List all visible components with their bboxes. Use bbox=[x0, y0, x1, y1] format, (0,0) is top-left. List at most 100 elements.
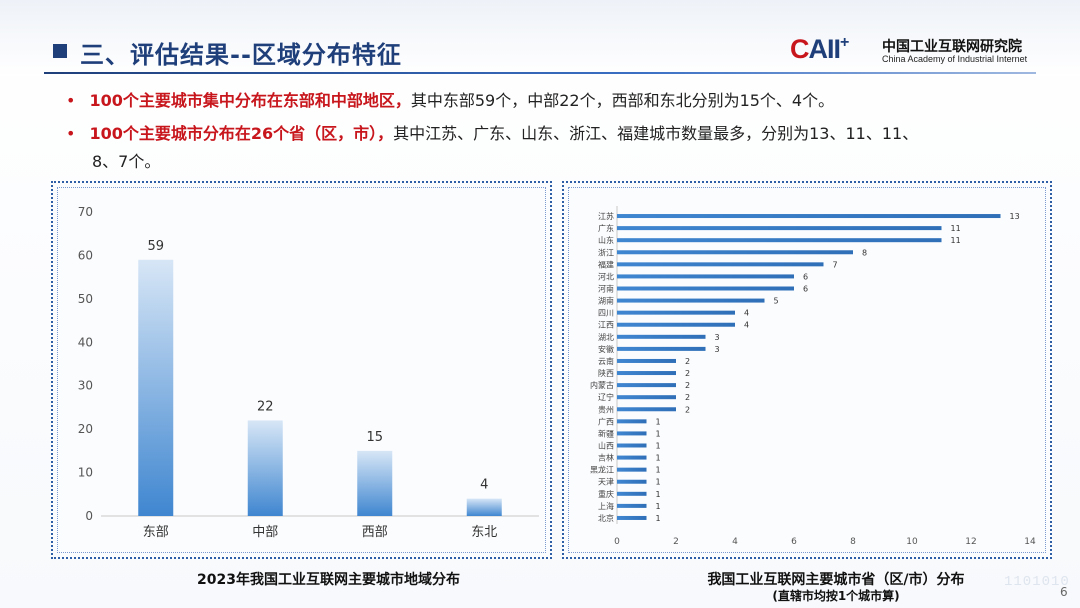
data-label: 5 bbox=[774, 297, 779, 306]
y-tick-label: 江苏 bbox=[598, 211, 614, 221]
page-number: 6 bbox=[1060, 585, 1068, 599]
data-label: 2 bbox=[685, 381, 690, 390]
region-chart-caption: 2023年我国工业互联网主要城市地域分布 bbox=[197, 572, 460, 588]
bar bbox=[617, 286, 794, 291]
bar bbox=[466, 498, 502, 516]
province-chart-panel: 江苏 13 广东 11 山东 11 浙江 8 福建 7 河北 6 河南 6 湖南 5 四川 4 江西 4 湖北 3 安徽 3 云… bbox=[562, 181, 1052, 559]
bullet-dot: • bbox=[66, 124, 76, 143]
bar bbox=[617, 467, 647, 472]
y-tick-label: 贵州 bbox=[598, 404, 614, 414]
y-tick-label: 吉林 bbox=[598, 453, 614, 463]
x-tick-label: 4 bbox=[732, 537, 738, 547]
bar bbox=[617, 479, 647, 484]
data-label: 7 bbox=[833, 260, 838, 269]
data-label: 11 bbox=[951, 236, 961, 245]
title-square-icon bbox=[53, 44, 67, 58]
data-label: 3 bbox=[715, 333, 720, 342]
data-label: 2 bbox=[685, 405, 690, 414]
y-tick-label: 湖南 bbox=[598, 296, 614, 306]
region-chart-panel: 0 10 20 30 40 50 60 70 59 东部 22 中部 15 西部 4 东北 bbox=[51, 181, 552, 559]
bar bbox=[617, 226, 942, 231]
caii-logo: CAII+ bbox=[790, 34, 849, 65]
logo-mark-c: C bbox=[790, 34, 809, 64]
bullet-highlight: 100个主要城市集中分布在东部和中部地区， bbox=[89, 91, 411, 110]
y-tick-label: 陕西 bbox=[598, 368, 614, 378]
y-tick-label: 山西 bbox=[598, 441, 614, 451]
data-label: 4 bbox=[744, 321, 749, 330]
y-tick-label: 广西 bbox=[598, 416, 614, 426]
panel-inner-border bbox=[57, 187, 546, 553]
x-tick-label: 14 bbox=[1024, 537, 1036, 547]
data-label: 8 bbox=[862, 248, 867, 257]
bar bbox=[617, 262, 824, 267]
x-tick-label: 中部 bbox=[252, 525, 278, 540]
x-tick-label: 西部 bbox=[362, 525, 388, 540]
data-label: 13 bbox=[1010, 212, 1020, 221]
bar bbox=[247, 420, 283, 516]
y-tick-label: 30 bbox=[78, 379, 93, 393]
data-label: 6 bbox=[803, 285, 808, 294]
y-tick-label: 黑龙江 bbox=[590, 465, 614, 475]
logo-name-en: China Academy of Industrial Internet bbox=[882, 54, 1028, 64]
data-label: 2 bbox=[685, 357, 690, 366]
data-label: 15 bbox=[366, 430, 383, 445]
bullet-item: • 100个主要城市集中分布在东部和中部地区，其中东部59个，中部22个，西部和东… bbox=[66, 87, 834, 115]
bar bbox=[617, 250, 853, 255]
y-tick-label: 浙江 bbox=[598, 247, 614, 257]
y-tick-label: 40 bbox=[78, 335, 93, 349]
y-tick-label: 50 bbox=[78, 292, 93, 306]
watermark: 1101010 bbox=[1004, 574, 1070, 590]
data-label: 1 bbox=[656, 417, 661, 426]
page-title: 三、评估结果--区域分布特征 bbox=[80, 41, 402, 69]
data-label: 1 bbox=[656, 466, 661, 475]
y-tick-label: 上海 bbox=[598, 501, 614, 511]
y-tick-label: 河南 bbox=[598, 284, 614, 294]
bar bbox=[617, 383, 676, 388]
y-tick-label: 重庆 bbox=[598, 489, 614, 499]
province-chart-caption: 我国工业互联网主要城市省（区/市）分布 bbox=[707, 572, 965, 588]
data-label: 2 bbox=[685, 369, 690, 378]
x-tick-label: 8 bbox=[850, 537, 856, 547]
bullet-text: 其中江苏、广东、山东、浙江、福建城市数量最多，分别为13、11、11、 bbox=[393, 124, 919, 143]
data-label: 1 bbox=[656, 429, 661, 438]
bar bbox=[617, 407, 676, 412]
logo-name-cn: 中国工业互联网研究院 bbox=[882, 39, 1022, 55]
y-tick-label: 0 bbox=[85, 509, 93, 523]
data-label: 2 bbox=[685, 393, 690, 402]
bar bbox=[617, 515, 647, 520]
data-label: 1 bbox=[656, 478, 661, 487]
y-tick-label: 江西 bbox=[598, 321, 614, 330]
data-label: 59 bbox=[147, 239, 164, 254]
data-label: 1 bbox=[656, 490, 661, 499]
data-label: 1 bbox=[656, 502, 661, 511]
bar bbox=[617, 503, 647, 508]
bar bbox=[617, 419, 647, 424]
bar bbox=[617, 395, 676, 400]
logo-mark-plus: + bbox=[840, 34, 849, 51]
y-tick-label: 天津 bbox=[598, 477, 614, 487]
x-tick-label: 0 bbox=[614, 537, 620, 547]
data-label: 1 bbox=[656, 442, 661, 451]
bullet-text: 其中东部59个，中部22个，西部和东北分别为15个、4个。 bbox=[410, 91, 835, 110]
bullet-item: • 100个主要城市分布在26个省（区，市），其中江苏、广东、山东、浙江、福建城市… bbox=[66, 120, 1026, 176]
title-divider bbox=[44, 72, 1036, 74]
data-label: 1 bbox=[656, 514, 661, 523]
y-tick-label: 10 bbox=[78, 466, 93, 480]
y-tick-label: 广东 bbox=[598, 223, 614, 233]
y-tick-label: 山东 bbox=[598, 235, 614, 245]
y-tick-label: 福建 bbox=[598, 259, 614, 269]
bar bbox=[617, 491, 647, 496]
x-tick-label: 2 bbox=[673, 537, 679, 547]
bar bbox=[617, 310, 735, 315]
y-tick-label: 湖北 bbox=[598, 333, 614, 342]
data-label: 3 bbox=[715, 345, 720, 354]
data-label: 4 bbox=[744, 309, 749, 318]
bar bbox=[617, 298, 765, 303]
data-label: 11 bbox=[951, 224, 961, 233]
x-tick-label: 东部 bbox=[143, 525, 169, 540]
y-tick-label: 云南 bbox=[598, 356, 614, 366]
y-tick-label: 辽宁 bbox=[598, 392, 614, 402]
bar bbox=[617, 358, 676, 363]
y-tick-label: 四川 bbox=[598, 309, 614, 318]
region-bar-chart: 0 10 20 30 40 50 60 70 59 东部 22 中部 15 西部 4 东北 bbox=[78, 205, 539, 540]
